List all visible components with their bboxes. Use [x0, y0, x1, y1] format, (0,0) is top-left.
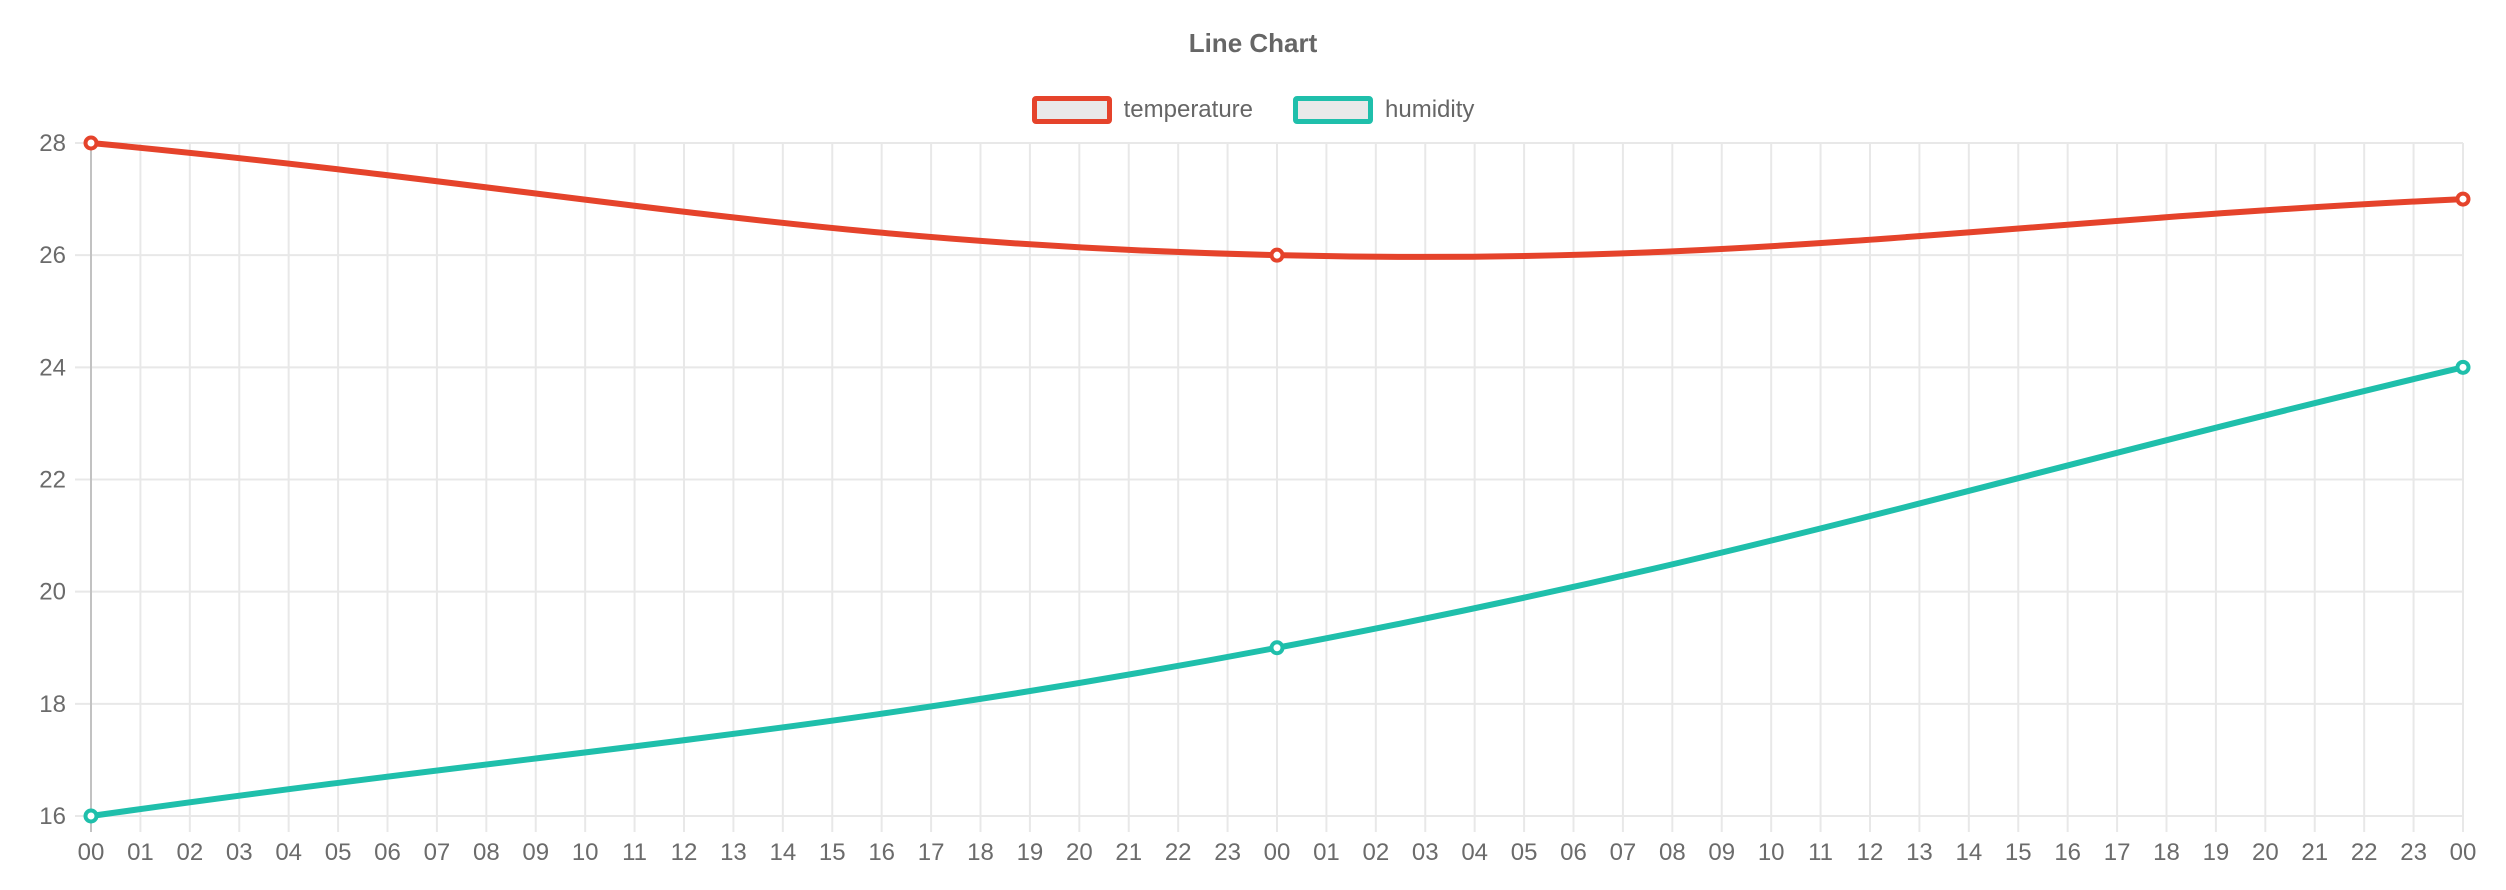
svg-text:09: 09 [1708, 839, 1735, 866]
svg-text:17: 17 [918, 839, 945, 866]
svg-text:12: 12 [671, 839, 698, 866]
legend-swatch-temperature [1031, 96, 1112, 124]
svg-text:13: 13 [720, 839, 747, 866]
data-point-humidity-00[interactable] [83, 808, 99, 824]
gridlines [75, 142, 2464, 832]
data-point-temperature-00[interactable] [1269, 247, 1285, 263]
svg-text:16: 16 [868, 839, 895, 866]
data-point-humidity-00[interactable] [1269, 640, 1285, 656]
svg-text:10: 10 [572, 839, 599, 866]
y-axis-tick-labels: 16 18 20 22 24 26 28 [39, 130, 66, 830]
svg-text:21: 21 [2301, 839, 2328, 866]
svg-text:18: 18 [39, 691, 66, 718]
svg-text:17: 17 [2104, 839, 2131, 866]
svg-text:07: 07 [1610, 839, 1637, 866]
svg-text:24: 24 [39, 354, 66, 381]
data-point-humidity-00[interactable] [2455, 359, 2471, 375]
svg-text:19: 19 [1017, 839, 1044, 866]
svg-text:20: 20 [2252, 839, 2279, 866]
legend-label-humidity: humidity [1385, 96, 1475, 123]
svg-text:08: 08 [1659, 839, 1686, 866]
legend-swatch-humidity [1293, 96, 1374, 124]
svg-text:20: 20 [1066, 839, 1093, 866]
svg-text:10: 10 [1758, 839, 1785, 866]
x-axis-tick-labels: 00 01 02 03 04 05 06 07 08 09 10 11 12 13 14 15 16 17 18 19… [78, 839, 2477, 866]
svg-text:14: 14 [769, 839, 796, 866]
svg-text:04: 04 [275, 839, 302, 866]
chart-title: Line Chart [1188, 28, 1318, 58]
svg-text:06: 06 [1560, 839, 1587, 866]
svg-text:12: 12 [1857, 839, 1884, 866]
svg-text:16: 16 [39, 803, 66, 830]
chart-legend: temperature humidity [0, 96, 2506, 124]
svg-text:05: 05 [325, 839, 352, 866]
data-point-temperature-00[interactable] [83, 135, 99, 151]
svg-text:22: 22 [2351, 839, 2378, 866]
svg-text:22: 22 [39, 467, 66, 494]
svg-text:01: 01 [127, 839, 154, 866]
svg-text:04: 04 [1461, 839, 1488, 866]
svg-text:07: 07 [424, 839, 451, 866]
svg-text:20: 20 [39, 579, 66, 606]
svg-text:11: 11 [1808, 839, 1833, 866]
svg-text:15: 15 [2005, 839, 2032, 866]
svg-text:08: 08 [473, 839, 500, 866]
legend-item-temperature[interactable]: temperature [1031, 96, 1254, 124]
svg-text:22: 22 [1165, 839, 1192, 866]
svg-text:09: 09 [522, 839, 549, 866]
svg-text:05: 05 [1511, 839, 1538, 866]
svg-text:19: 19 [2203, 839, 2230, 866]
legend-item-humidity[interactable]: humidity [1293, 96, 1474, 124]
svg-text:06: 06 [374, 839, 401, 866]
svg-text:11: 11 [622, 839, 647, 866]
legend-label-temperature: temperature [1123, 96, 1254, 123]
svg-text:13: 13 [1906, 839, 1933, 866]
svg-text:02: 02 [1362, 839, 1389, 866]
svg-text:14: 14 [1955, 839, 1982, 866]
svg-text:01: 01 [1313, 839, 1340, 866]
svg-text:18: 18 [967, 839, 994, 866]
svg-text:00: 00 [78, 839, 105, 866]
svg-text:23: 23 [1214, 839, 1241, 866]
svg-text:02: 02 [176, 839, 203, 866]
svg-text:03: 03 [226, 839, 253, 866]
svg-text:03: 03 [1412, 839, 1439, 866]
svg-text:21: 21 [1115, 839, 1142, 866]
svg-text:16: 16 [2054, 839, 2081, 866]
svg-text:18: 18 [2153, 839, 2180, 866]
svg-text:15: 15 [819, 839, 846, 866]
svg-text:00: 00 [1264, 839, 1291, 866]
svg-text:23: 23 [2400, 839, 2427, 866]
svg-text:00: 00 [2450, 839, 2477, 866]
data-point-temperature-00[interactable] [2455, 191, 2471, 207]
svg-text:26: 26 [39, 242, 66, 269]
svg-text:28: 28 [39, 130, 66, 157]
